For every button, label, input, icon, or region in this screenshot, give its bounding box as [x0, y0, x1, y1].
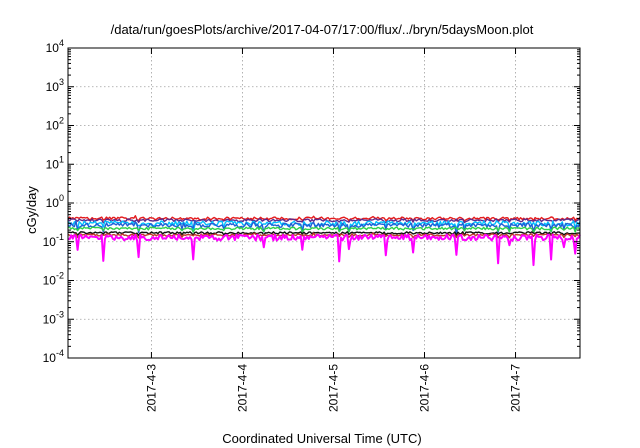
chart-title: /data/run/goesPlots/archive/2017-04-07/1… — [111, 22, 534, 37]
y-tick-label: 10-3 — [43, 309, 64, 326]
x-tick-label: 2017-4-5 — [326, 364, 340, 412]
y-axis-label: cGy/day — [24, 186, 39, 234]
y-tick-label: 104 — [46, 38, 64, 55]
x-axis-label: Coordinated Universal Time (UTC) — [222, 431, 421, 446]
y-tick-label: 102 — [46, 116, 64, 133]
y-tick-label: 10-1 — [43, 232, 64, 249]
x-tick-label: 2017-4-7 — [509, 364, 523, 412]
y-tick-label: 103 — [46, 77, 64, 94]
y-tick-label: 10-2 — [43, 271, 64, 288]
y-tick-label: 101 — [46, 154, 64, 171]
y-tick-labels: 10-4 10-3 10-2 10-1 100 101 102 103 104 — [43, 38, 64, 365]
y-tick-label: 10-4 — [43, 348, 64, 365]
series-line — [67, 226, 581, 234]
series-line — [67, 233, 581, 267]
x-tick-label: 2017-4-6 — [418, 364, 432, 412]
series-line — [67, 220, 581, 235]
series-line — [67, 218, 581, 224]
series-line — [67, 231, 580, 236]
series-line — [67, 215, 581, 222]
x-tick-labels: 2017-4-3 2017-4-4 2017-4-5 2017-4-6 2017-4-7 — [144, 364, 522, 412]
x-tick-label: 2017-4-4 — [235, 364, 249, 412]
grid — [68, 48, 580, 358]
series-group — [67, 215, 581, 267]
y-tick-label: 100 — [46, 193, 64, 210]
x-tick-label: 2017-4-3 — [144, 364, 158, 412]
ticks — [68, 47, 580, 359]
